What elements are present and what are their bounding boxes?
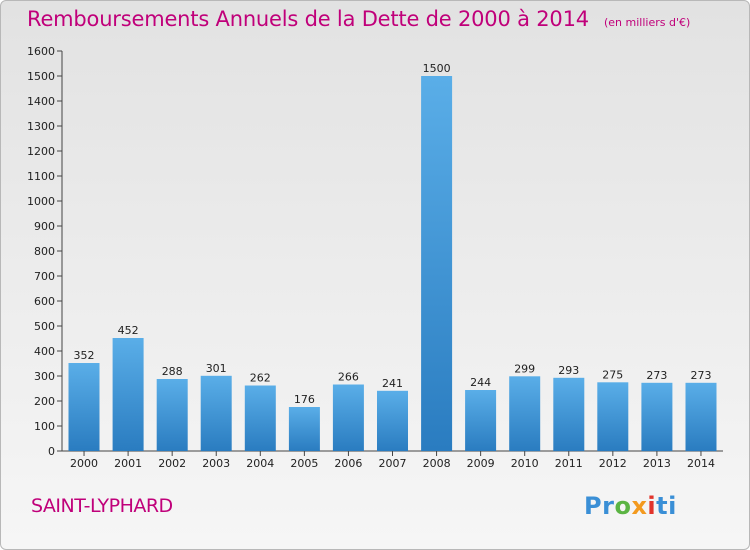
y-tick-label: 400 xyxy=(34,345,55,358)
bar-2009 xyxy=(465,390,497,451)
value-label-2011: 293 xyxy=(558,364,579,377)
x-tick-label-2000: 2000 xyxy=(70,457,98,470)
bar-2000 xyxy=(68,363,100,451)
y-tick-label: 800 xyxy=(34,245,55,258)
value-label-2008: 1500 xyxy=(423,62,451,75)
proxiti-logo: Proxiti xyxy=(584,492,677,520)
x-tick-label-2002: 2002 xyxy=(158,457,186,470)
value-label-2014: 273 xyxy=(691,369,712,382)
x-tick-label-2008: 2008 xyxy=(423,457,451,470)
x-tick-label-2010: 2010 xyxy=(511,457,539,470)
value-label-2000: 352 xyxy=(74,349,95,362)
bars xyxy=(68,76,717,452)
x-tick-label-2004: 2004 xyxy=(246,457,274,470)
bar-2014 xyxy=(685,382,717,452)
y-tick-label: 900 xyxy=(34,220,55,233)
bar-2001 xyxy=(112,338,144,451)
value-label-2002: 288 xyxy=(162,365,183,378)
value-label-2010: 299 xyxy=(514,362,535,375)
town-name: SAINT-LYPHARD xyxy=(31,495,173,517)
y-tick-label: 700 xyxy=(34,270,55,283)
bar-2010 xyxy=(509,376,541,452)
y-tick-label: 300 xyxy=(34,370,55,383)
x-tick-label-2007: 2007 xyxy=(379,457,407,470)
y-tick-label: 1000 xyxy=(27,195,55,208)
bar-2003 xyxy=(200,375,232,452)
chart-unit: (en milliers d'€) xyxy=(604,16,691,29)
bar-2005 xyxy=(288,407,320,451)
y-tick-label: 100 xyxy=(34,420,55,433)
x-tick-label-2009: 2009 xyxy=(467,457,495,470)
value-label-2007: 241 xyxy=(382,377,403,390)
y-tick-label: 1200 xyxy=(27,145,55,158)
bar-2002 xyxy=(156,379,188,451)
labels: 352 2000 452 2001 288 2002 301 2003 262 2004 176 20… xyxy=(70,62,715,470)
y-tick-label: 0 xyxy=(48,445,55,458)
bar-2012 xyxy=(597,382,629,452)
x-tick-label-2005: 2005 xyxy=(290,457,318,470)
y-tick-label: 1600 xyxy=(27,45,55,58)
bar-2013 xyxy=(641,382,673,452)
chart-title: Remboursements Annuels de la Dette de 20… xyxy=(27,7,589,31)
x-tick-label-2001: 2001 xyxy=(114,457,142,470)
value-label-2003: 301 xyxy=(206,362,227,375)
y-tick-label: 200 xyxy=(34,395,55,408)
bar-2011 xyxy=(553,377,585,452)
y-tick-label: 500 xyxy=(34,320,55,333)
x-tick-label-2003: 2003 xyxy=(202,457,230,470)
x-tick-label-2011: 2011 xyxy=(555,457,583,470)
value-label-2009: 244 xyxy=(470,376,491,389)
x-tick-label-2014: 2014 xyxy=(687,457,715,470)
bar-2006 xyxy=(332,384,364,451)
x-tick-label-2013: 2013 xyxy=(643,457,671,470)
bar-2007 xyxy=(377,390,408,452)
y-tick-label: 1400 xyxy=(27,95,55,108)
y-tick-label: 1500 xyxy=(27,70,55,83)
value-label-2001: 452 xyxy=(118,324,139,337)
bar-2004 xyxy=(244,385,276,451)
value-label-2004: 262 xyxy=(250,372,271,385)
axes: 0 100 200 300 400 500 600 700 800 900 1000 1100 1200… xyxy=(27,45,723,458)
value-label-2012: 275 xyxy=(602,368,623,381)
bar-2008 xyxy=(421,76,453,451)
value-label-2006: 266 xyxy=(338,371,359,384)
value-label-2013: 273 xyxy=(646,369,667,382)
y-tick-label: 1300 xyxy=(27,120,55,133)
x-tick-label-2006: 2006 xyxy=(334,457,362,470)
y-tick-label: 1100 xyxy=(27,170,55,183)
value-label-2005: 176 xyxy=(294,393,315,406)
x-tick-label-2012: 2012 xyxy=(599,457,627,470)
chart-header: Remboursements Annuels de la Dette de 20… xyxy=(27,7,690,31)
y-tick-label: 600 xyxy=(34,295,55,308)
